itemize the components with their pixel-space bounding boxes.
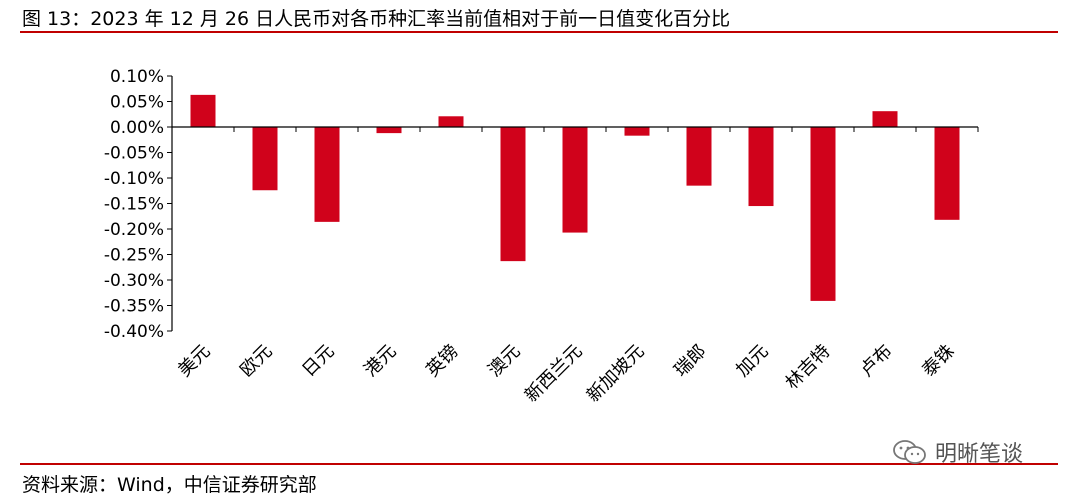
bar [748,127,774,207]
bar [934,127,960,220]
y-tick-label: -0.05% [104,144,164,164]
bar [190,94,216,127]
y-tick-label: -0.25% [104,246,164,266]
x-tick-label: 新西兰元 [521,341,587,407]
x-tick-label: 瑞郎 [670,341,710,381]
y-tick-label: -0.10% [104,169,164,189]
figure-title: 图 13：2023 年 12 月 26 日人民币对各币种汇率当前值相对于前一日值… [22,8,731,30]
bar [252,127,278,191]
y-tick-label: 0.00% [110,118,164,138]
x-tick-label: 林吉特 [782,341,835,394]
bar [314,127,340,222]
x-tick-label: 日元 [298,341,338,381]
bar [500,127,526,262]
bar [810,127,836,301]
source-note: 资料来源：Wind，中信证券研究部 [22,474,317,496]
x-tick-label: 澳元 [484,341,524,381]
y-axis: 0.10% 0.05% 0.00% -0.05% -0.10% -0.15% -0.20% -… [104,67,173,342]
bars [190,94,960,301]
wechat-icon [893,440,926,464]
watermark: 明晰笔谈 [893,436,1023,468]
bar [376,127,402,134]
y-tick-label: 0.05% [110,93,164,113]
y-tick-label: -0.30% [104,271,164,291]
bar [624,127,650,136]
x-tick-label: 港元 [360,341,400,381]
x-tick-label: 卢布 [856,341,896,381]
bar [438,116,464,127]
y-tick-label: 0.10% [110,67,164,87]
x-tick-label: 欧元 [236,341,276,381]
x-tick-label: 泰铢 [918,341,958,381]
top-rule [20,31,1058,33]
y-tick-label: -0.35% [104,297,164,317]
y-tick-label: -0.15% [104,195,164,215]
x-tick-label: 加元 [732,341,772,381]
bar [562,127,588,233]
bar [872,111,898,127]
bar [686,127,712,186]
x-tick-label: 英镑 [422,341,462,381]
x-tick-label: 新加坡元 [583,341,649,407]
y-tick-label: -0.40% [104,322,164,342]
bottom-rule [20,463,1058,465]
y-tick-label: -0.20% [104,220,164,240]
watermark-text: 明晰笔谈 [935,442,1024,467]
x-tick-label: 美元 [174,341,214,381]
